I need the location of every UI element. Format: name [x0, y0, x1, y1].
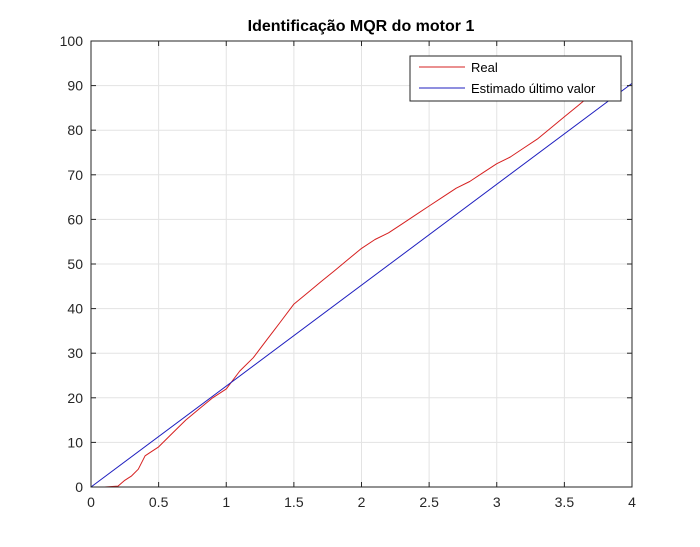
y-tick-label: 100: [60, 33, 84, 49]
x-tick-label: 0.5: [149, 494, 169, 510]
y-tick-label: 80: [67, 122, 83, 138]
x-tick-label: 0: [87, 494, 95, 510]
x-tick-label: 2.5: [419, 494, 439, 510]
y-tick-label: 70: [67, 167, 83, 183]
x-tick-label: 1: [222, 494, 230, 510]
y-tick-label: 0: [75, 479, 83, 495]
y-tick-label: 10: [67, 434, 83, 450]
y-tick-label: 20: [67, 390, 83, 406]
y-tick-label: 60: [67, 211, 83, 227]
series-layer: [90, 82, 633, 488]
y-tick-label: 90: [67, 78, 83, 94]
x-axis-ticks: [90, 41, 633, 487]
y-axis-tick-labels: 0 10 20 30 40 50 60 70 80 90 100: [60, 33, 84, 495]
legend: Real Estimado último valor: [409, 55, 622, 102]
legend-box: [409, 55, 622, 102]
y-tick-label: 30: [67, 345, 83, 361]
x-tick-label: 3: [493, 494, 501, 510]
x-tick-label: 4: [628, 494, 636, 510]
series-line-estimado: [90, 82, 633, 488]
chart-title: Identificação MQR do motor 1: [248, 18, 475, 35]
x-tick-label: 2: [358, 494, 366, 510]
y-grid: [91, 40, 632, 488]
y-axis-ticks: [91, 40, 632, 488]
x-tick-label: 1.5: [284, 494, 304, 510]
y-tick-label: 40: [67, 301, 83, 317]
legend-label-estimado: Estimado último valor: [471, 81, 596, 96]
y-tick-label: 50: [67, 256, 83, 272]
x-axis-tick-labels: 0 0.5 1 1.5 2 2.5 3 3.5 4: [87, 494, 636, 510]
x-tick-label: 3.5: [555, 494, 575, 510]
series-line-real: [91, 85, 599, 488]
legend-label-real: Real: [471, 60, 498, 75]
